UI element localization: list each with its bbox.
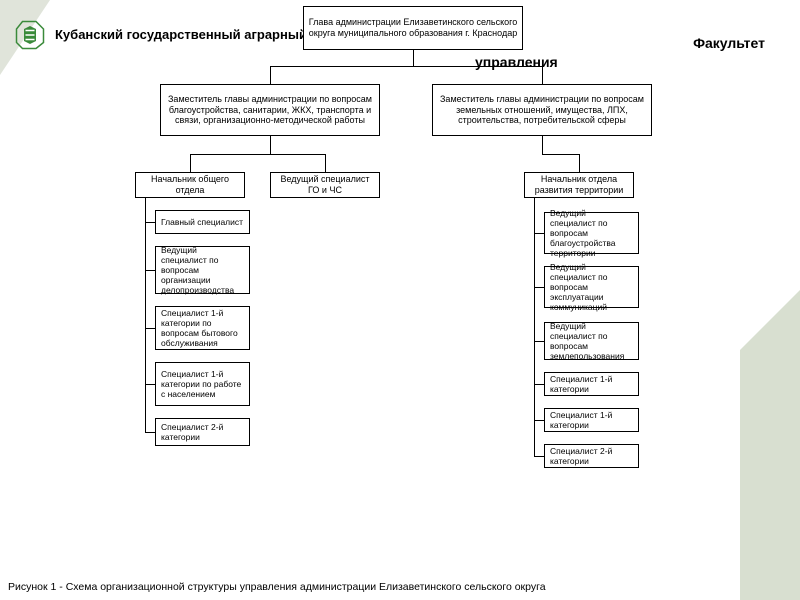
- connector-line: [145, 222, 155, 223]
- node-l3: Специалист 1-й категории по вопросам быт…: [155, 306, 250, 350]
- connector-line: [270, 136, 271, 154]
- connector-line: [145, 270, 155, 271]
- connector-line: [542, 66, 543, 84]
- connector-line: [145, 198, 146, 432]
- connector-line: [270, 66, 542, 67]
- connector-line: [579, 154, 580, 172]
- node-r6: Специалист 2-й категории: [544, 444, 639, 468]
- connector-line: [534, 198, 535, 456]
- node-dep1: Заместитель главы администрации по вопро…: [160, 84, 380, 136]
- connector-line: [145, 384, 155, 385]
- connector-line: [325, 154, 326, 172]
- node-dep2: Заместитель главы администрации по вопро…: [432, 84, 652, 136]
- connector-line: [534, 384, 544, 385]
- bg-decoration-br-tri: [740, 290, 800, 350]
- node-r1: Ведущий специалист по вопросам благоустр…: [544, 212, 639, 254]
- node-r5: Специалист 1-й категории: [544, 408, 639, 432]
- node-r2: Ведущий специалист по вопросам эксплуата…: [544, 266, 639, 308]
- node-lc: Ведущий специалист ГО и ЧС: [270, 172, 380, 198]
- connector-line: [190, 154, 191, 172]
- connector-line: [534, 233, 544, 234]
- node-root: Глава администрации Елизаветинского сель…: [303, 6, 523, 50]
- connector-line: [534, 341, 544, 342]
- node-l2: Ведущий специалист по вопросам организац…: [155, 246, 250, 294]
- header-faculty: Факультет: [693, 35, 765, 51]
- connector-line: [145, 328, 155, 329]
- node-l5: Специалист 2-й категории: [155, 418, 250, 446]
- connector-line: [534, 456, 544, 457]
- node-l1: Главный специалист: [155, 210, 250, 234]
- connector-line: [534, 420, 544, 421]
- connector-line: [190, 154, 325, 155]
- node-r3: Ведущий специалист по вопросам землеполь…: [544, 322, 639, 360]
- connector-line: [534, 287, 544, 288]
- node-l0: Начальник общего отдела: [135, 172, 245, 198]
- node-r0: Начальник отдела развития территории: [524, 172, 634, 198]
- connector-line: [145, 432, 155, 433]
- university-logo-icon: [15, 20, 45, 50]
- header-department: управления: [475, 54, 558, 70]
- node-l4: Специалист 1-й категории по работе с нас…: [155, 362, 250, 406]
- figure-caption: Рисунок 1 - Схема организационной структ…: [8, 581, 546, 594]
- connector-line: [542, 136, 543, 154]
- connector-line: [413, 50, 414, 66]
- connector-line: [270, 66, 271, 84]
- connector-line: [542, 154, 579, 155]
- bg-decoration-br: [740, 350, 800, 600]
- node-r4: Специалист 1-й категории: [544, 372, 639, 396]
